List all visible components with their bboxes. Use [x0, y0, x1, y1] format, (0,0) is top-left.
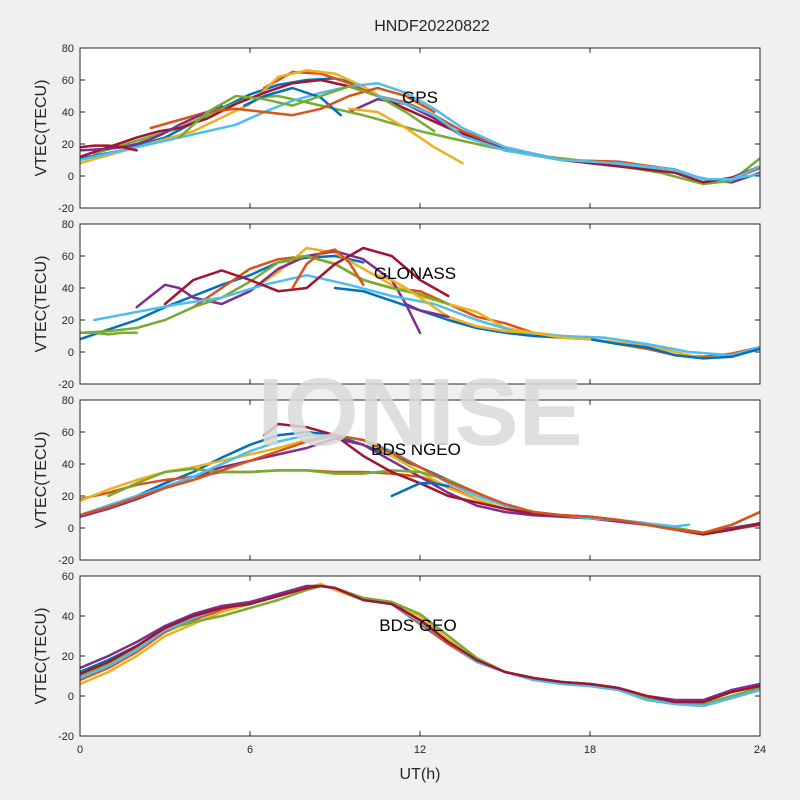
panel-label: BDS NGEO [371, 440, 461, 459]
figure-title: HNDF20220822 [374, 18, 490, 35]
series-line [80, 254, 450, 335]
y-tick-label: 40 [62, 459, 74, 471]
series-line [291, 248, 365, 290]
panel-label: GLONASS [374, 264, 456, 283]
y-tick-label: 0 [68, 171, 74, 183]
panel-label: GPS [402, 88, 438, 107]
y-axis-label: VTEC(TECU) [33, 80, 50, 177]
plot-area [80, 48, 760, 208]
series-line [135, 249, 422, 335]
y-tick-label: 80 [62, 219, 74, 231]
series-group [80, 246, 760, 360]
series-line [390, 481, 450, 498]
series-group [80, 582, 760, 708]
series-line [404, 302, 450, 319]
plot-area [80, 224, 760, 384]
y-tick-label: 60 [62, 571, 74, 583]
series-line [347, 107, 464, 165]
series-line [80, 584, 760, 706]
y-axis-label: VTEC(TECU) [33, 432, 50, 529]
y-tick-label: 40 [62, 611, 74, 623]
series-line [80, 104, 223, 152]
y-tick-label: 20 [62, 315, 74, 327]
series-line [80, 584, 760, 704]
y-tick-label: 0 [68, 691, 74, 703]
y-tick-label: 20 [62, 651, 74, 663]
series-group [80, 422, 760, 536]
series-line [177, 85, 436, 139]
y-tick-label: 60 [62, 75, 74, 87]
y-tick-label: 0 [68, 523, 74, 535]
x-tick-label: 12 [414, 744, 426, 756]
y-axis-label: VTEC(TECU) [33, 256, 50, 353]
series-group [80, 69, 760, 186]
series-line [80, 331, 138, 336]
y-tick-label: -20 [58, 555, 74, 567]
watermark: IONISE [257, 359, 582, 466]
x-tick-label: 0 [77, 744, 83, 756]
series-line [80, 433, 760, 535]
y-tick-label: -20 [58, 203, 74, 215]
series-line [149, 86, 436, 130]
y-tick-label: -20 [58, 731, 74, 743]
panel-1: -20 0 20 40 60 80 VTEC(TECU) GPS [33, 43, 761, 215]
panel-3: -20 0 20 40 60 80 VTEC(TECU) BDS NGEO [33, 395, 761, 567]
x-tick-label: 24 [754, 744, 766, 756]
y-tick-label: 60 [62, 427, 74, 439]
series-line [376, 94, 760, 181]
y-axis-label: VTEC(TECU) [33, 608, 50, 705]
x-tick-label: 6 [247, 744, 253, 756]
series-line [80, 81, 760, 183]
y-tick-label: -20 [58, 379, 74, 391]
y-tick-label: 80 [62, 395, 74, 407]
panel-label: BDS GEO [379, 616, 456, 635]
series-line [163, 246, 450, 306]
y-tick-label: 20 [62, 491, 74, 503]
y-tick-label: 0 [68, 347, 74, 359]
y-tick-label: 80 [62, 43, 74, 55]
series-line [376, 273, 592, 341]
plot-area [80, 576, 760, 736]
x-tick-label: 18 [584, 744, 596, 756]
panel-2: -20 0 20 40 60 80 VTEC(TECU) GLONASS [33, 219, 761, 391]
y-tick-label: 40 [62, 107, 74, 119]
y-tick-label: 20 [62, 139, 74, 151]
series-line [333, 286, 760, 360]
y-tick-label: 40 [62, 283, 74, 295]
y-tick-label: 60 [62, 251, 74, 263]
series-line [92, 273, 760, 357]
x-axis-label: UT(h) [400, 766, 441, 783]
series-line [80, 144, 138, 152]
series-line [92, 94, 760, 186]
